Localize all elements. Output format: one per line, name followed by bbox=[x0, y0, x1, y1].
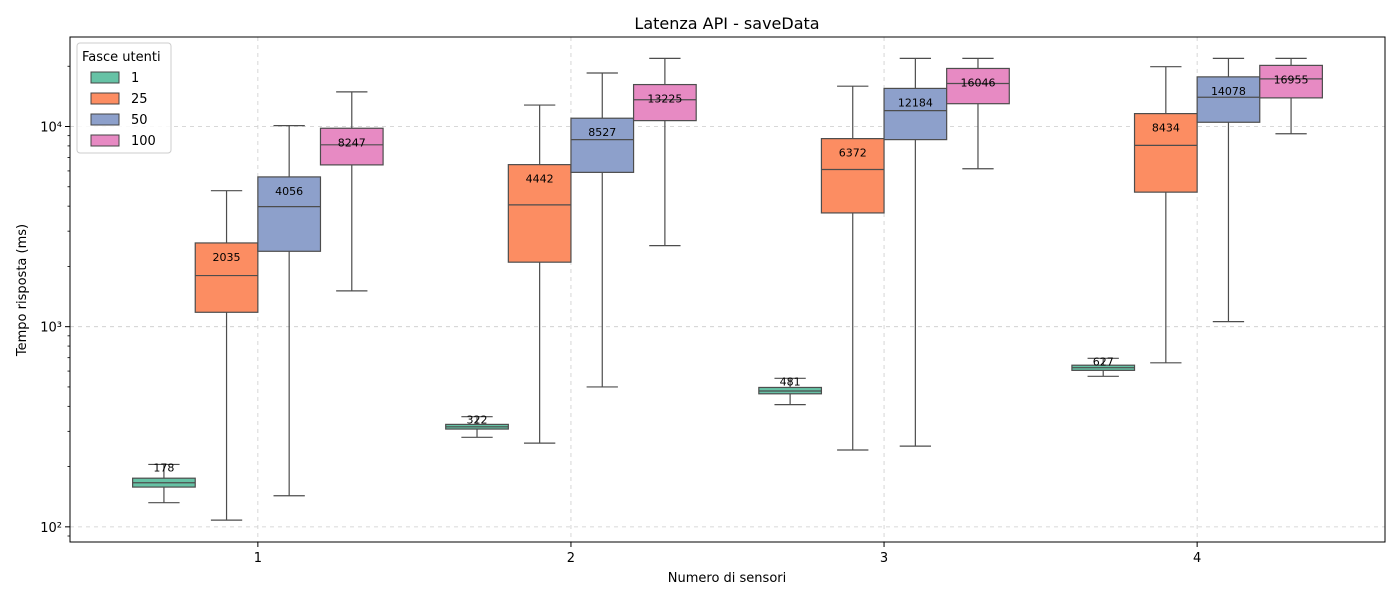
box-value-label: 627 bbox=[1093, 355, 1114, 368]
box-25-sensori-1: 2035 bbox=[194, 190, 259, 521]
box-100-sensori-2: 13225 bbox=[632, 57, 697, 247]
legend-title: Fasce utenti bbox=[82, 50, 161, 65]
box-50-sensori-2: 8527 bbox=[570, 72, 635, 388]
box-iqr bbox=[257, 176, 322, 252]
y-tick-label: 10³ bbox=[40, 321, 62, 336]
legend-label-25: 25 bbox=[131, 92, 148, 107]
box-iqr bbox=[507, 164, 572, 263]
box-50-sensori-3: 12184 bbox=[883, 57, 948, 447]
legend-swatch-25 bbox=[90, 92, 120, 105]
box-1-sensori-4: 627 bbox=[1071, 355, 1136, 377]
box-iqr bbox=[1196, 76, 1261, 123]
x-tick-label: 1 bbox=[254, 551, 262, 566]
box-value-label: 8434 bbox=[1152, 122, 1180, 135]
box-value-label: 8527 bbox=[588, 126, 616, 139]
legend-label-100: 100 bbox=[131, 134, 156, 149]
x-tick-label: 2 bbox=[567, 551, 575, 566]
box-value-label: 4442 bbox=[526, 173, 554, 186]
box-value-label: 16955 bbox=[1274, 73, 1309, 86]
box-value-label: 13225 bbox=[647, 93, 682, 106]
legend: Fasce utenti 1 25 50 100 bbox=[76, 42, 172, 154]
box-50-sensori-1: 4056 bbox=[257, 125, 322, 497]
x-axis-label: Numero di sensori bbox=[668, 571, 786, 586]
chart-title: Latenza API - saveData bbox=[634, 14, 819, 33]
plot-area-frame bbox=[69, 36, 1386, 543]
box-25-sensori-2: 4442 bbox=[507, 104, 572, 444]
y-axis-label: Tempo risposta (ms) bbox=[15, 224, 30, 357]
box-25-sensori-3: 6372 bbox=[820, 85, 885, 451]
box-100-sensori-1: 8247 bbox=[319, 91, 384, 292]
box-1-sensori-1: 178 bbox=[132, 461, 196, 504]
boxes: 178 322 481 627 2035 4442 6372 8434 4056 8527 1218… bbox=[132, 57, 1323, 521]
box-iqr bbox=[570, 117, 635, 173]
box-iqr bbox=[194, 242, 259, 313]
box-100-sensori-4: 16955 bbox=[1259, 57, 1323, 135]
box-value-label: 322 bbox=[467, 414, 488, 427]
box-value-label: 16046 bbox=[960, 76, 995, 89]
box-iqr bbox=[946, 67, 1010, 105]
legend-label-1: 1 bbox=[131, 71, 139, 86]
x-tick-label: 3 bbox=[880, 551, 888, 566]
y-tick-label: 10⁴ bbox=[40, 121, 62, 136]
legend-swatch-50 bbox=[90, 113, 120, 126]
box-iqr bbox=[632, 83, 697, 122]
box-value-label: 481 bbox=[780, 375, 801, 388]
box-iqr bbox=[883, 87, 948, 141]
box-1-sensori-3: 481 bbox=[758, 375, 823, 406]
x-tick-label: 4 bbox=[1193, 551, 1201, 566]
box-value-label: 12184 bbox=[898, 96, 933, 109]
y-tick-label: 10² bbox=[40, 521, 62, 536]
box-iqr bbox=[820, 138, 885, 214]
box-value-label: 178 bbox=[153, 461, 174, 474]
box-value-label: 14078 bbox=[1211, 85, 1246, 98]
box-1-sensori-2: 322 bbox=[445, 414, 509, 438]
box-iqr bbox=[319, 127, 384, 166]
axis-ticks: 10² 10³ 10⁴ 1 2 3 4 bbox=[40, 65, 1201, 566]
box-50-sensori-4: 14078 bbox=[1196, 57, 1261, 323]
box-iqr bbox=[1259, 64, 1323, 99]
legend-label-50: 50 bbox=[131, 113, 148, 128]
box-value-label: 6372 bbox=[839, 147, 867, 160]
box-value-label: 4056 bbox=[275, 185, 303, 198]
box-value-label: 8247 bbox=[338, 136, 366, 149]
box-iqr bbox=[1133, 113, 1198, 193]
legend-swatch-100 bbox=[90, 134, 120, 147]
box-25-sensori-4: 8434 bbox=[1133, 66, 1198, 364]
legend-swatch-1 bbox=[90, 71, 120, 84]
box-value-label: 2035 bbox=[213, 251, 241, 264]
box-100-sensori-3: 16046 bbox=[946, 57, 1010, 170]
